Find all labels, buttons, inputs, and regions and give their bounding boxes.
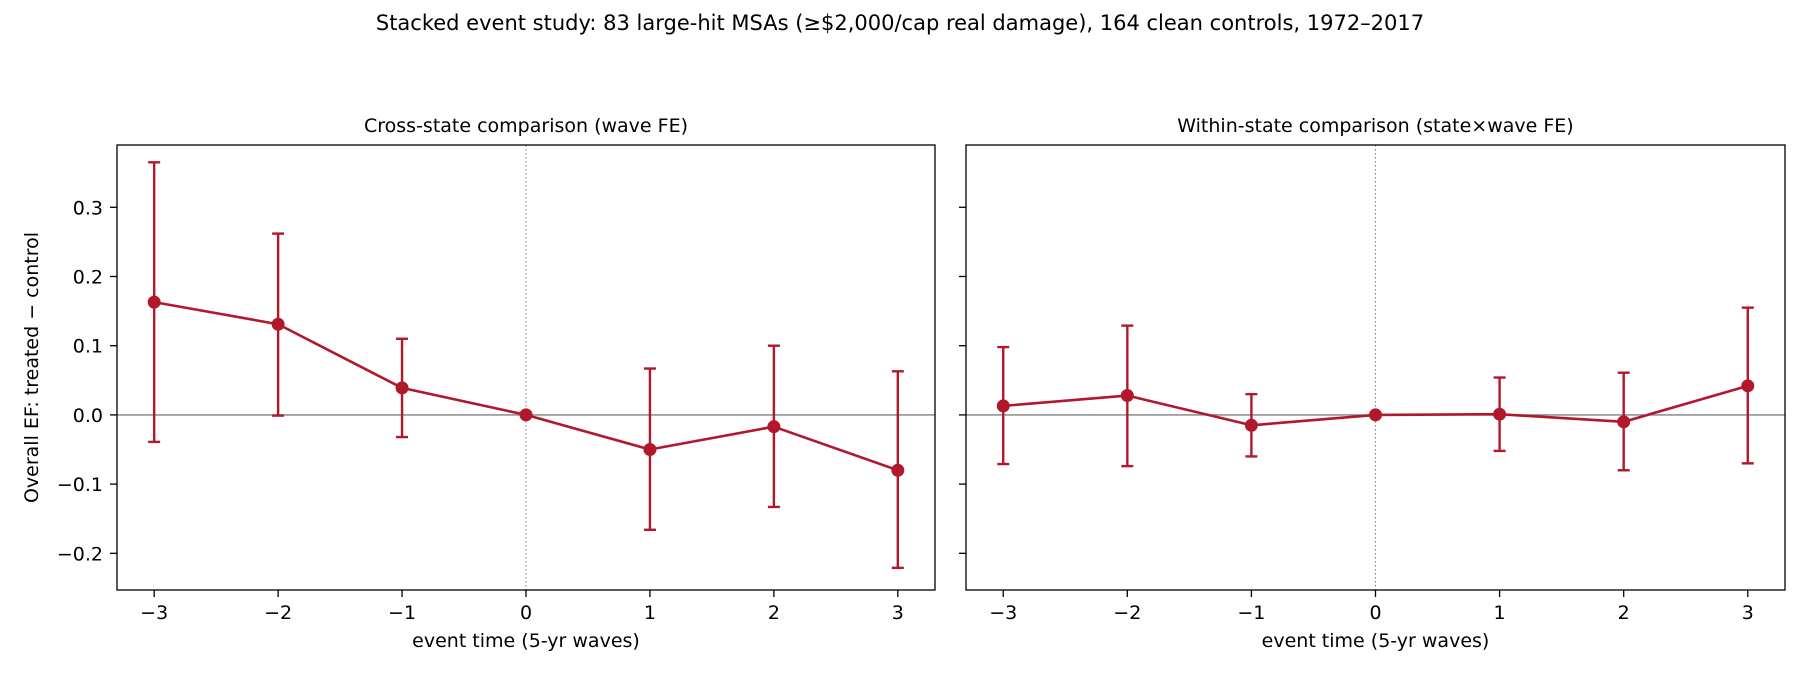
panel-2-axes-frame <box>965 144 1786 591</box>
panel-1-xtick-label-2: −1 <box>388 602 416 624</box>
panel-2-xtick-label-2: −1 <box>1237 602 1265 624</box>
panel-2-point-4 <box>1493 407 1507 421</box>
panel-1-point-3 <box>519 408 533 422</box>
panel-1-point-5 <box>767 420 781 434</box>
panel-1-xtick-label-4: 1 <box>644 602 656 624</box>
panel-1-xtick-label-0: −3 <box>140 602 168 624</box>
panel-2-point-1 <box>1120 389 1134 403</box>
panel-1-xtick-label-6: 3 <box>892 602 904 624</box>
panel-1-point-4 <box>643 443 657 457</box>
panel-2-xtick-label-3: 0 <box>1369 602 1381 624</box>
panel-1-xlabel: event time (5-yr waves) <box>412 630 640 652</box>
panel-2-point-2 <box>1244 418 1258 432</box>
panel-1-ytick-label-4: 0.2 <box>73 266 103 288</box>
panel-2-xtick-label-1: −2 <box>1113 602 1141 624</box>
panel-1-xtick-label-3: 0 <box>520 602 532 624</box>
panel-2-point-0 <box>996 399 1010 413</box>
panel-2-xlabel: event time (5-yr waves) <box>1262 630 1490 652</box>
panel-1-ytick-label-3: 0.1 <box>73 336 103 358</box>
panel-1-point-2 <box>395 381 409 395</box>
panel-2-xtick-label-0: −3 <box>989 602 1017 624</box>
panel-2-xtick-label-6: 3 <box>1742 602 1754 624</box>
panel-1-point-0 <box>147 295 161 309</box>
panel-1-title: Cross-state comparison (wave FE) <box>364 115 688 137</box>
panel-2-point-5 <box>1617 415 1631 429</box>
panel-1-ytick-label-1: −0.1 <box>57 474 103 496</box>
panel-1-ytick-label-5: 0.3 <box>73 197 103 219</box>
panel-2-xtick-label-4: 1 <box>1494 602 1506 624</box>
panel-1-ytick-label-0: −0.2 <box>57 543 103 565</box>
figure-suptitle: Stacked event study: 83 large-hit MSAs (… <box>376 11 1424 35</box>
panel-2-title: Within-state comparison (state×wave FE) <box>1177 115 1573 137</box>
panel-1-axes-frame <box>116 144 936 591</box>
panel-1-point-6 <box>891 463 905 477</box>
panel-1-point-1 <box>271 317 285 331</box>
panel-2-xtick-label-5: 2 <box>1618 602 1630 624</box>
panel-1-xtick-label-1: −2 <box>264 602 292 624</box>
panel-2-point-6 <box>1741 379 1755 393</box>
panel-1-ytick-label-2: 0.0 <box>73 405 103 427</box>
panel-2-point-3 <box>1369 408 1382 422</box>
panel-1-ylabel: Overall EF: treated − control <box>21 232 43 503</box>
panel-1-xtick-label-5: 2 <box>768 602 780 624</box>
